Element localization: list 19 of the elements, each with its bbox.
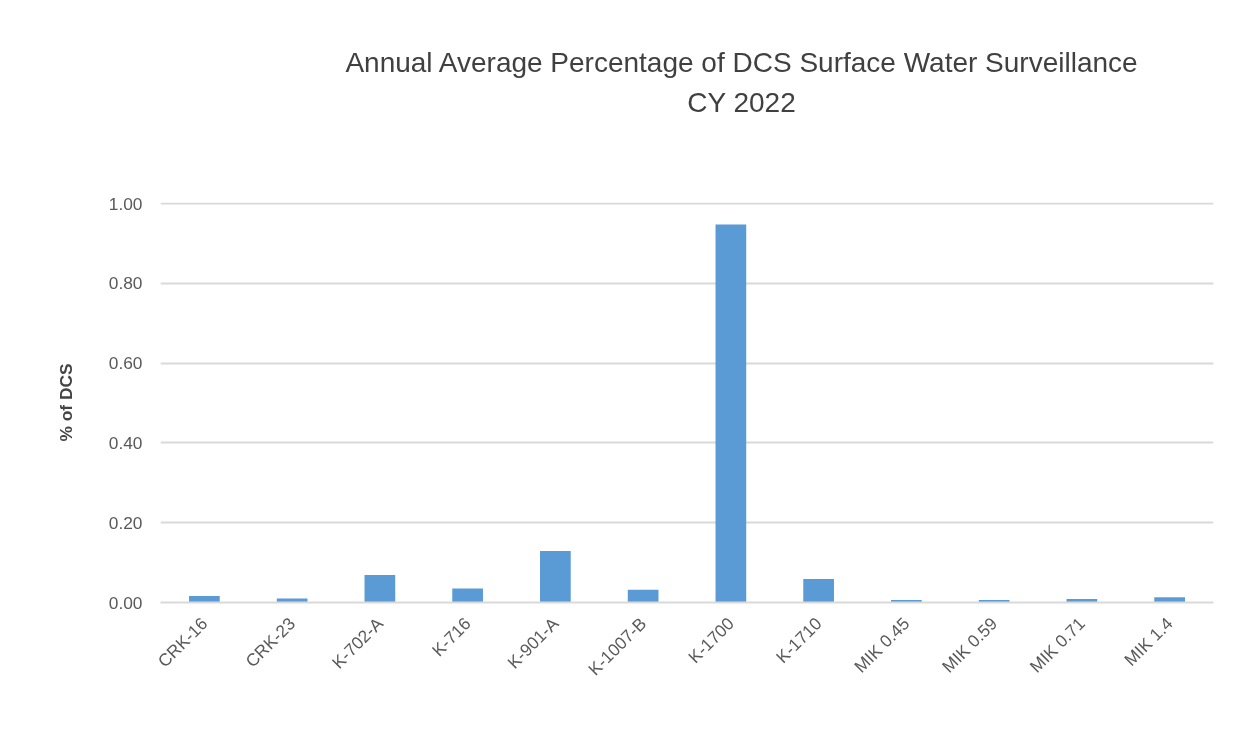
bar <box>803 578 834 603</box>
bar <box>189 596 220 603</box>
bar <box>1154 597 1185 603</box>
bar <box>627 589 659 603</box>
bar <box>364 574 396 603</box>
y-tick-label: 0.60 <box>108 353 143 374</box>
chart-title: Annual Average Percentage of DCS Surface Water Surveillance CY 2022 <box>345 46 1138 120</box>
y-tick-label: 0.00 <box>108 592 143 613</box>
y-tick-label: 0.40 <box>108 432 143 453</box>
y-tick-label: 0.20 <box>108 512 143 533</box>
bar <box>715 224 747 603</box>
y-tick-label: 0.80 <box>108 273 143 294</box>
x-tick-label: MIK 0.59 <box>938 613 1002 677</box>
x-tick-label: MIK 0.71 <box>1025 613 1089 677</box>
x-tick-label: MIK 1.4 <box>1120 613 1177 670</box>
y-axis-title: % of DCS <box>55 363 76 442</box>
y-tick-label: 1.00 <box>108 193 143 214</box>
bar <box>540 551 571 603</box>
bar <box>452 588 483 603</box>
